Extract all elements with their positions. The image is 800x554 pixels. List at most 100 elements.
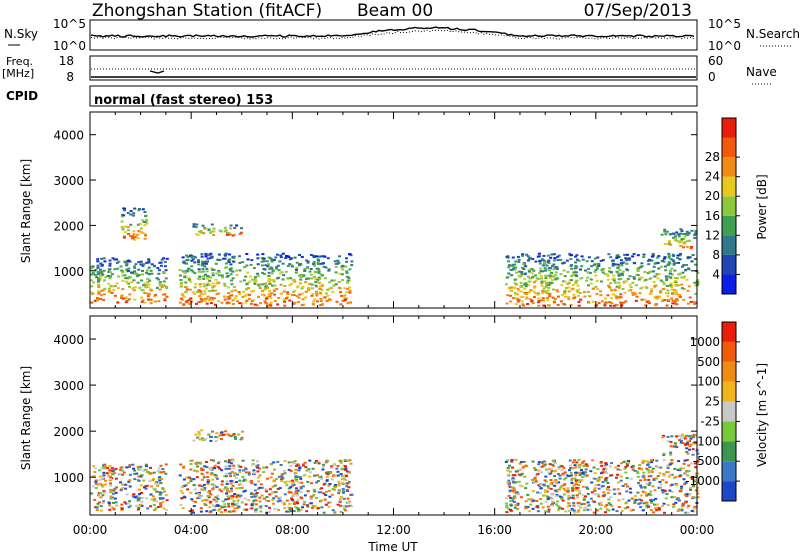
velocity-echo-cell [158, 493, 162, 496]
velocity-echo-cell [182, 478, 186, 481]
power-echo-cell [256, 263, 260, 266]
velocity-echo-cell [139, 475, 143, 478]
power-echo-cell [182, 296, 186, 298]
power-echo-cell [295, 295, 299, 298]
velocity-echo-cell [678, 468, 682, 471]
power-echo-cell [516, 300, 520, 303]
velocity-echo-cell [336, 503, 340, 506]
power-echo-cell [198, 285, 202, 288]
power-echo-cell [530, 299, 534, 301]
velocity-echo-cell [584, 471, 588, 474]
power-echo-cell [250, 259, 254, 262]
velocity-echo-cell [209, 493, 213, 496]
power-echo-cell [268, 282, 272, 285]
power-echo-cell [345, 291, 349, 294]
velocity-echo-cell [519, 474, 523, 477]
velocity-echo-cell [258, 474, 262, 477]
velocity-echo-cell [213, 467, 217, 470]
velocity-echo-cell [666, 440, 670, 443]
power-echo-cell [588, 295, 592, 298]
velocity-echo-cell [645, 494, 649, 497]
velocity-echo-cell [208, 511, 212, 514]
velocity-echo-cell [557, 466, 561, 469]
power-echo-cell [270, 272, 274, 275]
power-echo-cell [328, 281, 332, 284]
power-echo-cell [672, 263, 676, 266]
power-echo-cell [564, 295, 567, 298]
velocity-echo-cell [320, 499, 324, 502]
power-echo-cell [662, 288, 665, 290]
power-echo-cell [145, 222, 149, 225]
power-echo-cell [127, 282, 131, 285]
velocity-echo-cell [289, 507, 293, 510]
velocity-echo-cell [311, 506, 314, 509]
velocity-echo-cell [293, 462, 296, 465]
power-echo-cell [670, 297, 673, 300]
velocity-echo-cell [181, 492, 185, 495]
velocity-echo-cell [641, 459, 645, 462]
power-echo-cell [158, 284, 162, 287]
power-echo-cell [668, 262, 672, 265]
power-echo-cell [235, 269, 238, 272]
velocity-echo-cell [683, 437, 687, 440]
velocity-echo-cell [123, 483, 127, 486]
velocity-echo-cell [557, 507, 561, 510]
velocity-echo-cell [574, 481, 578, 484]
power-echo-cell [606, 278, 610, 281]
power-echo-cell [103, 287, 107, 290]
velocity-echo-cell [544, 500, 548, 503]
power-echo-cell [232, 255, 236, 258]
power-echo-cell [597, 264, 601, 267]
velocity-echo-cell [293, 460, 297, 462]
power-echo-cell [267, 280, 271, 283]
velocity-echo-cell [219, 490, 223, 493]
power-echo-cell [272, 278, 276, 281]
power-echo-cell [206, 295, 210, 298]
power-echo-cell [275, 277, 279, 280]
velocity-echo-cell [153, 498, 157, 500]
velocity-echo-cell [103, 465, 107, 467]
power-echo-cell [203, 290, 207, 293]
power-echo-cell [537, 252, 541, 255]
power-echo-cell [625, 259, 629, 262]
velocity-echo-cell [605, 472, 609, 475]
velocity-echo-cell [250, 463, 254, 466]
power-echo-cell [287, 256, 291, 258]
velocity-echo-cell [198, 438, 202, 441]
velocity-echo-cell [200, 467, 203, 470]
power-echo-cell [333, 260, 337, 263]
power-echo-cell [231, 303, 235, 305]
velocity-echo-cell [333, 474, 337, 477]
power-echo-cell [326, 257, 330, 260]
power-echo-cell [231, 260, 235, 263]
power-echo-cell [292, 294, 296, 296]
velocity-echo-cell [132, 467, 135, 470]
velocity-echo-cell [620, 510, 624, 512]
power-echo-cell [212, 285, 216, 288]
power-echo-cell [217, 281, 221, 284]
velocity-echo-cell [197, 432, 201, 435]
velocity-echo-cell [241, 476, 245, 478]
velocity-echo-cell [665, 493, 669, 495]
velocity-echo-cell [548, 467, 552, 470]
velocity-echo-cell [566, 489, 570, 492]
velocity-echo-cell [203, 486, 207, 489]
power-echo-cell [613, 263, 617, 266]
power-echo-cell [694, 292, 698, 295]
power-echo-cell [322, 265, 326, 268]
power-echo-cell [674, 300, 677, 303]
velocity-echo-cell [601, 481, 605, 484]
velocity-echo-cell [259, 506, 263, 509]
velocity-echo-cell [298, 476, 302, 479]
velocity-echo-cell [578, 471, 582, 474]
velocity-echo-cell [696, 492, 700, 495]
power-echo-cell [604, 301, 608, 304]
power-echo-cell [262, 272, 266, 275]
power-echo-cell [554, 274, 558, 277]
velocity-echo-cell [128, 464, 132, 467]
power-colorbar-segment [722, 196, 736, 216]
power-echo-cell [622, 281, 626, 284]
power-echo-cell [269, 278, 273, 281]
power-echo-cell [256, 272, 260, 275]
power-echo-cell [199, 231, 203, 234]
